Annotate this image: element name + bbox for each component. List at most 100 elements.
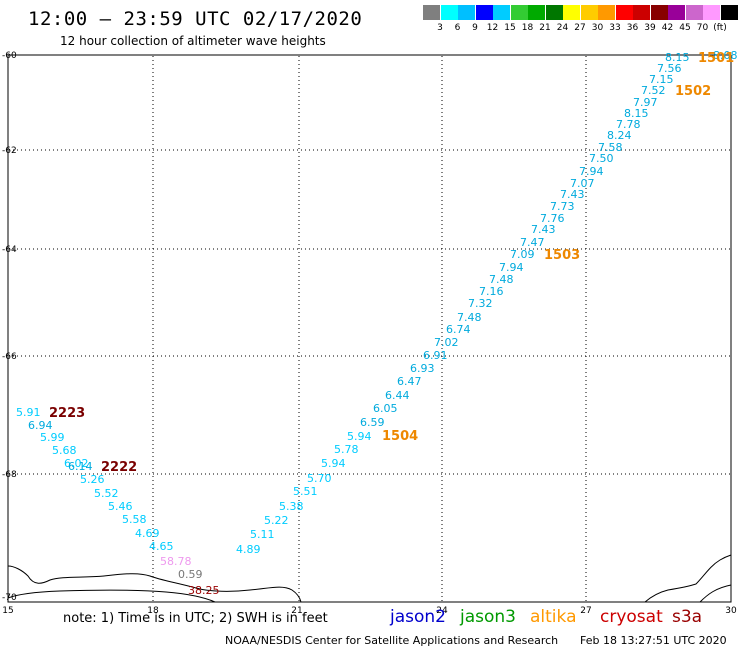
swh-observation: 0.59 — [178, 568, 203, 581]
scale-swatch — [668, 5, 685, 20]
scale-label: 15 — [504, 23, 516, 33]
swh-observation: 7.02 — [434, 336, 459, 349]
swh-observation: 5.68 — [52, 444, 77, 457]
scale-label: 33 — [609, 23, 621, 33]
swh-observation: 8.15 — [624, 107, 649, 120]
pass-time-tag: 2223 — [49, 406, 85, 421]
swh-observation: 6.59 — [360, 416, 385, 429]
y-tick-label: -62 — [2, 146, 17, 156]
scale-label: 30 — [591, 23, 604, 33]
coastline-east — [644, 554, 732, 603]
scale-swatch — [545, 5, 563, 20]
swh-observation: 7.76 — [540, 212, 565, 225]
swh-observation: 4.69 — [135, 527, 160, 540]
coastline — [7, 554, 732, 603]
scale-swatch — [563, 5, 580, 20]
y-tick-label: -70 — [2, 593, 17, 603]
swh-observation: 7.47 — [520, 236, 545, 249]
chart-subtitle: 12 hour collection of altimeter wave hei… — [60, 34, 326, 48]
timestamp: Feb 18 13:27:51 UTC 2020 — [580, 634, 727, 647]
legend-altika: altika — [530, 607, 577, 627]
pass-time-tag: 1503 — [544, 248, 580, 263]
swh-observation: 7.43 — [531, 223, 556, 236]
swh-observation: 4.89 — [236, 543, 261, 556]
x-tick-label: 30 — [725, 606, 737, 616]
swh-observation: 7.15 — [649, 73, 674, 86]
scale-swatch — [685, 5, 703, 20]
scale-swatch — [650, 5, 668, 20]
swh-observation: 6.05 — [373, 402, 398, 415]
swh-observation: 7.48 — [457, 311, 482, 324]
scale-label: 27 — [574, 23, 586, 33]
x-tick-label: 27 — [580, 606, 591, 616]
y-tick-label: -60 — [2, 51, 17, 61]
scale-swatch — [458, 5, 475, 20]
pass-time-tag: 1504 — [382, 429, 418, 444]
scale-label: (ft) — [713, 23, 727, 33]
scale-swatch — [528, 5, 545, 20]
pass-time-tag: 1502 — [675, 84, 711, 99]
swh-observation: 7.94 — [579, 165, 604, 178]
scale-swatch — [475, 5, 493, 20]
scale-swatch — [493, 5, 510, 20]
swh-observation: 7.32 — [468, 297, 493, 310]
x-tick-label: 18 — [147, 606, 159, 616]
scale-swatch — [510, 5, 528, 20]
swh-observation: 5.58 — [122, 513, 147, 526]
swh-observation: 5.22 — [264, 514, 289, 527]
swh-observation: 7.94 — [499, 261, 524, 274]
swh-observation: 8.08 — [713, 49, 738, 62]
scale-label: 36 — [626, 23, 639, 33]
scale-label: 45 — [679, 23, 691, 33]
pass-time-tags: 2223 2222 1504 1503 1502 1501 — [49, 51, 734, 475]
scale-swatch — [633, 5, 650, 20]
swh-observation: 6.91 — [423, 349, 448, 362]
swh-observation: 7.58 — [598, 141, 623, 154]
swh-observation: 5.94 — [347, 430, 372, 443]
legend-jason2: jason2 — [390, 607, 446, 627]
scale-label: 18 — [521, 23, 534, 33]
swh-observation: 6.47 — [397, 375, 422, 388]
scale-label: 21 — [539, 23, 551, 33]
swh-observation: 7.73 — [550, 200, 575, 213]
swh-observation: 7.78 — [616, 118, 641, 131]
swh-observation: 5.70 — [307, 472, 332, 485]
swh-observation: 5.26 — [80, 473, 105, 486]
axis-labels: 15 18 21 24 27 30 -60 -62 -64 -66 -68 -70 — [2, 51, 737, 616]
pass-time-tag: 1501 — [698, 51, 734, 66]
legend-s3a: s3a — [672, 607, 703, 627]
scale-swatch — [580, 5, 598, 20]
swh-observation: 5.91 — [16, 406, 41, 419]
swh-observation: 5.51 — [293, 485, 318, 498]
swh-observation: 7.16 — [479, 285, 504, 298]
swh-observation: 5.38 — [279, 500, 304, 513]
swh-observation: 6.94 — [28, 419, 53, 432]
map-frame — [7, 54, 732, 603]
y-tick-label: -64 — [2, 245, 17, 255]
x-tick-label: 21 — [291, 606, 302, 616]
swh-observation: 5.46 — [108, 500, 133, 513]
scale-swatch — [720, 5, 738, 20]
swh-observation: 8.24 — [607, 129, 632, 142]
swh-observation: 7.48 — [489, 273, 514, 286]
swh-observation: 6.74 — [446, 323, 471, 336]
y-tick-label: -68 — [2, 470, 17, 480]
swh-observation: 7.52 — [641, 84, 666, 97]
swh-observation: 6.93 — [410, 362, 435, 375]
scale-label: 39 — [644, 23, 656, 33]
coastline-east-2 — [699, 584, 732, 603]
swh-observation: 8.15 — [665, 51, 690, 64]
swh-observation: 38.25 — [188, 584, 220, 597]
scale-swatch — [703, 5, 720, 20]
pass-time-tag: 2222 — [101, 460, 137, 475]
swh-observation: 4.65 — [149, 540, 174, 553]
swh-observation: 5.94 — [321, 457, 346, 470]
swh-observation: 7.50 — [589, 152, 614, 165]
scale-label: 12 — [486, 23, 499, 33]
swh-observation: 58.78 — [160, 555, 192, 568]
x-tick-label: 24 — [436, 606, 448, 616]
swh-observation: 7.07 — [570, 177, 595, 190]
y-tick-label: -66 — [2, 352, 17, 362]
scale-label: 70 — [696, 23, 709, 33]
